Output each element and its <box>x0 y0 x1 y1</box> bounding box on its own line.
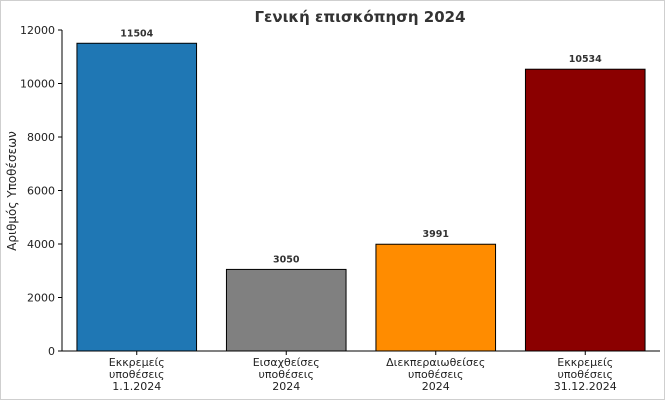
y-tick-label: 0 <box>48 345 55 358</box>
x-tick-label-line: υποθέσεις <box>259 368 315 381</box>
bar <box>225 268 347 352</box>
bar-value-label: 11504 <box>120 28 153 39</box>
bar-value-label: 10534 <box>569 54 602 65</box>
bar <box>524 68 646 352</box>
y-tick-label: 8000 <box>27 131 55 144</box>
x-tick-label-line: 2024 <box>422 380 450 393</box>
plot-area: 0 2000 4000 6000 8000 10000 12000 11504 Εκκρεμεί… <box>20 24 660 393</box>
x-tick-label: Διεκπεραιωθείσες υποθέσεις 2024 <box>386 356 485 393</box>
x-tick-label-line: Εισαχθείσες <box>253 356 320 369</box>
chart-title: Γενική επισκόπηση 2024 <box>254 8 465 26</box>
x-tick-label-line: 1.1.2024 <box>112 380 161 393</box>
x-tick-label: Εκκρεμείς υποθέσεις 1.1.2024 <box>109 356 165 393</box>
y-tick-label: 2000 <box>27 292 55 305</box>
bar <box>375 243 497 352</box>
x-tick-label-line: Εκκρεμείς <box>109 356 165 369</box>
x-tick-label-line: Διεκπεραιωθείσες <box>386 356 485 369</box>
x-tick-label-line: Εκκρεμείς <box>557 356 613 369</box>
x-tick-label-line: 31.12.2024 <box>554 380 617 393</box>
x-tick-label: Εισαχθείσες υποθέσεις 2024 <box>253 356 320 393</box>
x-tick-label-line: 2024 <box>272 380 300 393</box>
y-tick-label: 6000 <box>27 185 55 198</box>
x-tick-label-line: υποθέσεις <box>558 368 614 381</box>
y-tick-label: 10000 <box>20 78 55 91</box>
bar-value-label: 3050 <box>273 254 300 265</box>
y-tick-label: 12000 <box>20 24 55 37</box>
y-axis-label: Αριθμός Υποθέσεων <box>5 131 19 251</box>
x-tick-label: Εκκρεμείς υποθέσεις 31.12.2024 <box>554 356 617 393</box>
x-tick-label-line: υποθέσεις <box>408 368 464 381</box>
x-tick-label-line: υποθέσεις <box>109 368 165 381</box>
bar <box>76 42 198 352</box>
bar-value-label: 3991 <box>423 229 449 240</box>
y-tick-label: 4000 <box>27 238 55 251</box>
